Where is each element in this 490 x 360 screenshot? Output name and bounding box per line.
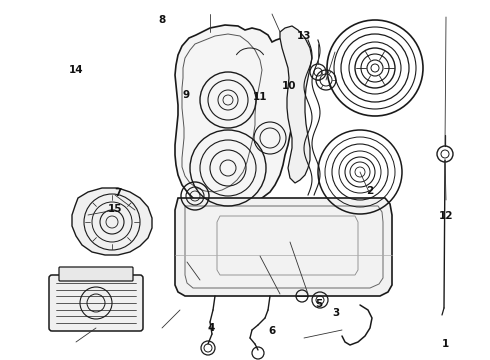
Text: 9: 9 bbox=[183, 90, 190, 100]
Text: 2: 2 bbox=[367, 186, 373, 196]
Polygon shape bbox=[280, 26, 312, 183]
Text: 5: 5 bbox=[315, 299, 322, 309]
FancyBboxPatch shape bbox=[49, 275, 143, 331]
Text: 12: 12 bbox=[439, 211, 453, 221]
FancyBboxPatch shape bbox=[59, 267, 133, 281]
Polygon shape bbox=[175, 198, 392, 296]
Text: 13: 13 bbox=[296, 31, 311, 41]
Text: 3: 3 bbox=[332, 308, 339, 318]
Text: 11: 11 bbox=[252, 92, 267, 102]
Text: 10: 10 bbox=[282, 81, 296, 91]
Text: 15: 15 bbox=[108, 204, 122, 214]
Text: 1: 1 bbox=[442, 339, 449, 349]
Polygon shape bbox=[72, 188, 152, 255]
Polygon shape bbox=[175, 25, 298, 210]
Text: 7: 7 bbox=[114, 188, 122, 198]
Text: 14: 14 bbox=[69, 65, 83, 75]
Text: 4: 4 bbox=[207, 323, 215, 333]
Text: 6: 6 bbox=[269, 326, 275, 336]
Text: 8: 8 bbox=[158, 15, 165, 25]
